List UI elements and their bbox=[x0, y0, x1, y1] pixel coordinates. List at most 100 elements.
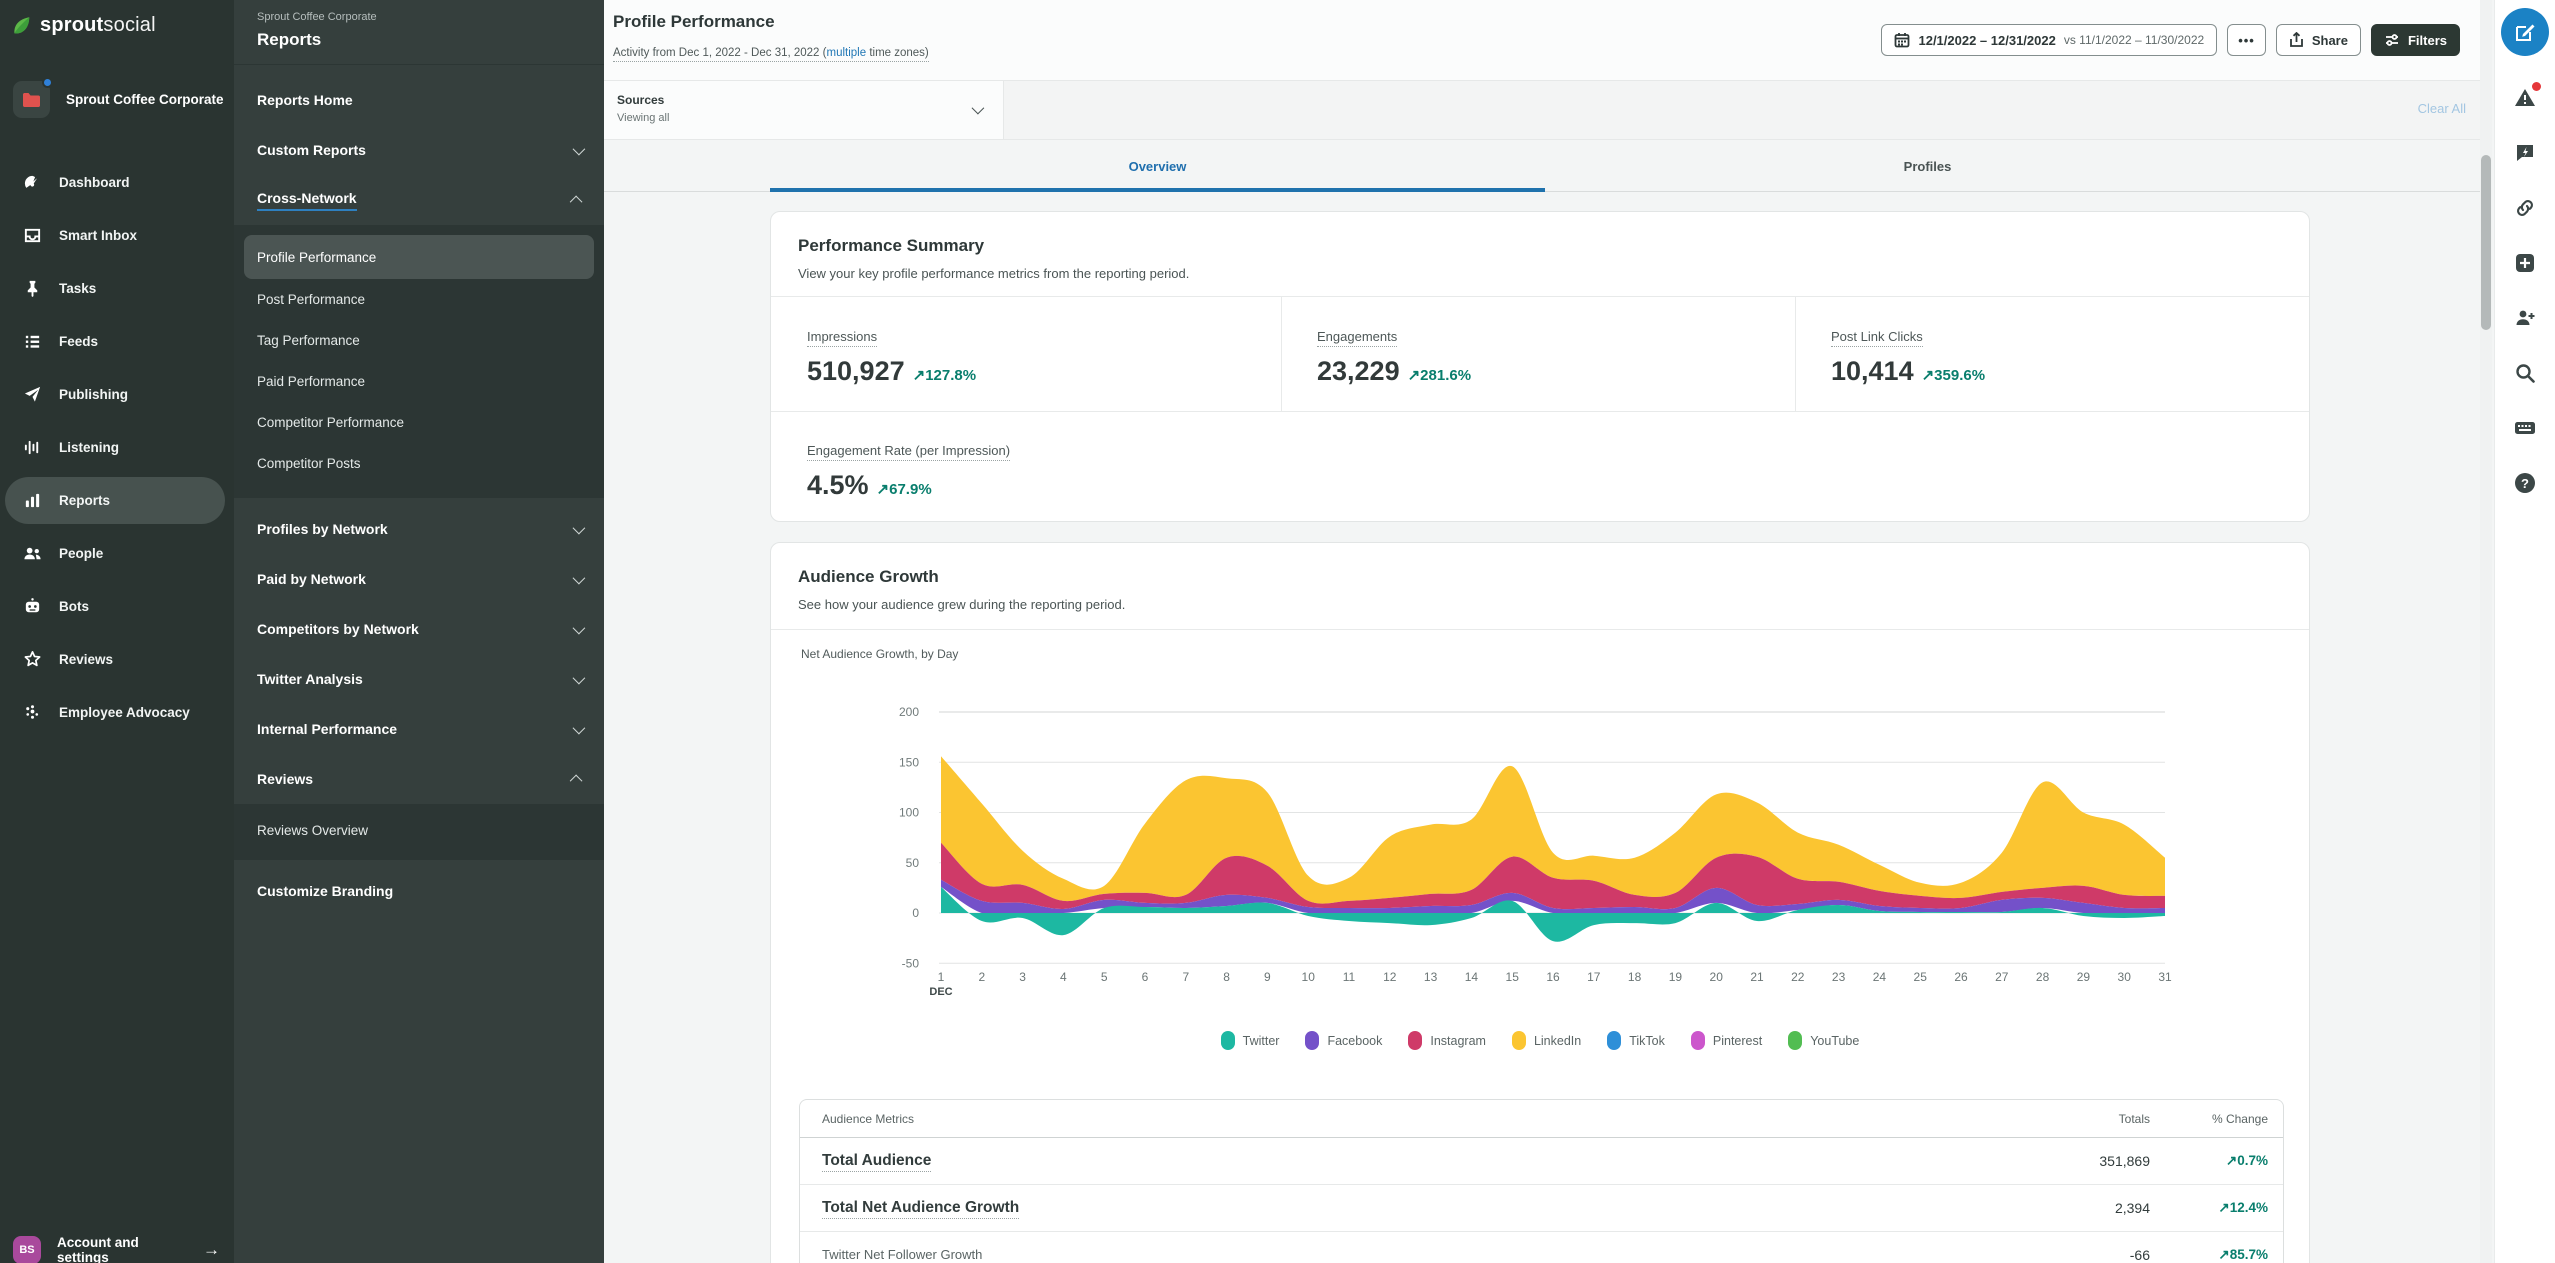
compose-button[interactable] bbox=[2501, 8, 2549, 56]
sidebar-item-competitor-performance[interactable]: Competitor Performance bbox=[234, 402, 604, 443]
more-options-button[interactable]: ••• bbox=[2227, 24, 2266, 56]
sidebar-item-people[interactable]: People bbox=[0, 527, 234, 580]
sidebar-item-reviews-overview[interactable]: Reviews Overview bbox=[234, 812, 604, 848]
sidebar-item-competitor-posts[interactable]: Competitor Posts bbox=[234, 443, 604, 484]
sprout-social-app: sproutsocial Sprout Coffee Corporate Das… bbox=[0, 0, 2555, 1263]
account-and-settings[interactable]: BS Account and settings → bbox=[0, 1223, 234, 1263]
sidebar-item-publishing[interactable]: Publishing bbox=[0, 368, 234, 421]
page-title: Reports bbox=[257, 30, 604, 50]
inbox-icon bbox=[23, 226, 42, 245]
sidebar-item-listening[interactable]: Listening bbox=[0, 421, 234, 474]
alerts-button[interactable] bbox=[2512, 85, 2538, 111]
scrollbar-thumb[interactable] bbox=[2481, 155, 2491, 330]
sidebar-item-dashboard[interactable]: Dashboard bbox=[0, 156, 234, 209]
link-button[interactable] bbox=[2512, 195, 2538, 221]
legend-item-youtube[interactable]: YouTube bbox=[1788, 1031, 1859, 1050]
chevron-up-icon bbox=[570, 774, 583, 787]
sidebar-item-tasks[interactable]: Tasks bbox=[0, 262, 234, 315]
sprout-logo[interactable]: sproutsocial bbox=[0, 0, 234, 37]
chart-title: Net Audience Growth, by Day bbox=[801, 647, 958, 661]
legend-item-twitter[interactable]: Twitter bbox=[1221, 1031, 1280, 1050]
search-button[interactable] bbox=[2512, 360, 2538, 386]
metric-label[interactable]: Impressions bbox=[807, 329, 877, 347]
sidebar-group-custom-reports[interactable]: Custom Reports bbox=[234, 125, 604, 175]
row-label[interactable]: Twitter Net Follower Growth bbox=[822, 1247, 982, 1263]
metric-label[interactable]: Engagement Rate (per Impression) bbox=[807, 443, 1010, 461]
metric-label[interactable]: Engagements bbox=[1317, 329, 1397, 347]
reports-sidebar: Sprout Coffee Corporate Reports Reports … bbox=[234, 0, 604, 1263]
twitter-swatch bbox=[1221, 1031, 1235, 1050]
metric-label[interactable]: Post Link Clicks bbox=[1831, 329, 1923, 347]
sidebar-item-bots[interactable]: Bots bbox=[0, 580, 234, 633]
svg-text:22: 22 bbox=[1791, 970, 1805, 984]
sidebar-group-reviews[interactable]: Reviews bbox=[234, 754, 604, 804]
svg-text:23: 23 bbox=[1832, 970, 1846, 984]
notification-dot bbox=[42, 77, 53, 88]
legend-item-tiktok[interactable]: TikTok bbox=[1607, 1031, 1665, 1050]
row-label[interactable]: Total Audience bbox=[822, 1152, 931, 1172]
share-icon bbox=[2289, 32, 2304, 48]
svg-text:50: 50 bbox=[906, 856, 920, 870]
sidebar-group-profiles-by-network[interactable]: Profiles by Network bbox=[234, 504, 604, 554]
sidebar-item-paid-performance[interactable]: Paid Performance bbox=[234, 361, 604, 402]
sidebar-item-customize-branding[interactable]: Customize Branding bbox=[234, 866, 604, 916]
legend-item-facebook[interactable]: Facebook bbox=[1305, 1031, 1382, 1050]
quick-message-button[interactable] bbox=[2512, 140, 2538, 166]
sidebar-item-tag-performance[interactable]: Tag Performance bbox=[234, 320, 604, 361]
account-switcher[interactable]: Sprout Coffee Corporate bbox=[0, 37, 234, 118]
sidebar-item-label: Bots bbox=[59, 599, 89, 614]
multiple-timezones-link[interactable]: multiple bbox=[826, 47, 866, 59]
right-icon-rail: ? bbox=[2494, 0, 2555, 1263]
svg-text:1: 1 bbox=[938, 970, 945, 984]
sidebar-item-label: Listening bbox=[59, 440, 119, 455]
sidebar-group-twitter-analysis[interactable]: Twitter Analysis bbox=[234, 654, 604, 704]
question-circle-icon: ? bbox=[2513, 471, 2537, 495]
svg-text:200: 200 bbox=[899, 705, 919, 719]
sidebar-item-label: People bbox=[59, 546, 103, 561]
chevron-down-icon bbox=[573, 571, 586, 584]
svg-text:11: 11 bbox=[1343, 970, 1356, 984]
activity-range[interactable]: Activity from Dec 1, 2022 - Dec 31, 2022… bbox=[613, 47, 929, 62]
chevron-down-icon bbox=[573, 142, 586, 155]
filters-button[interactable]: Filters bbox=[2371, 24, 2460, 56]
metric-value: 23,229 bbox=[1317, 356, 1400, 387]
sidebar-item-profile-performance[interactable]: Profile Performance bbox=[244, 235, 594, 279]
sidebar-group-internal-performance[interactable]: Internal Performance bbox=[234, 704, 604, 754]
sidebar-group-paid-by-network[interactable]: Paid by Network bbox=[234, 554, 604, 604]
shortcuts-button[interactable] bbox=[2512, 415, 2538, 441]
row-label[interactable]: Total Net Audience Growth bbox=[822, 1199, 1019, 1219]
invite-user-button[interactable] bbox=[2512, 305, 2538, 331]
sidebar-group-cross-network[interactable]: Cross-Network bbox=[234, 175, 604, 225]
svg-text:10: 10 bbox=[1302, 970, 1316, 984]
metric-value: 4.5% bbox=[807, 470, 869, 501]
help-button[interactable]: ? bbox=[2512, 470, 2538, 496]
row-total: -66 bbox=[1920, 1247, 2150, 1263]
tab-profiles[interactable]: Profiles bbox=[1545, 140, 2310, 192]
sidebar-item-reviews[interactable]: Reviews bbox=[0, 633, 234, 686]
sidebar-item-label: Smart Inbox bbox=[59, 228, 137, 243]
sidebar-item-employee-advocacy[interactable]: Employee Advocacy bbox=[0, 686, 234, 739]
sidebar-item-label: Reviews bbox=[59, 652, 113, 667]
sidebar-item-feeds[interactable]: Feeds bbox=[0, 315, 234, 368]
sources-dropdown[interactable]: Sources Viewing all bbox=[604, 81, 1004, 139]
legend-item-linkedin[interactable]: LinkedIn bbox=[1512, 1031, 1581, 1050]
share-button[interactable]: Share bbox=[2276, 24, 2361, 56]
tab-overview[interactable]: Overview bbox=[770, 140, 1545, 192]
logo-wordmark: sproutsocial bbox=[40, 14, 156, 37]
legend-item-pinterest[interactable]: Pinterest bbox=[1691, 1031, 1762, 1050]
audience-metrics-table: Audience Metrics Totals % Change Total A… bbox=[799, 1099, 2284, 1263]
svg-text:DEC: DEC bbox=[929, 986, 952, 998]
add-button[interactable] bbox=[2512, 250, 2538, 276]
sidebar-item-reports-home[interactable]: Reports Home bbox=[234, 75, 604, 125]
trend-up-icon: ↗ bbox=[913, 367, 926, 384]
sidebar-item-reports[interactable]: Reports bbox=[0, 474, 234, 527]
legend-item-instagram[interactable]: Instagram bbox=[1408, 1031, 1486, 1050]
date-range-button[interactable]: 12/1/2022 – 12/31/2022 vs 11/1/2022 – 11… bbox=[1881, 24, 2217, 56]
robot-icon bbox=[23, 597, 42, 616]
star-icon bbox=[23, 650, 42, 669]
sidebar-item-smart-inbox[interactable]: Smart Inbox bbox=[0, 209, 234, 262]
clear-all-button[interactable]: Clear All bbox=[2418, 101, 2466, 116]
sidebar-item-post-performance[interactable]: Post Performance bbox=[234, 279, 604, 320]
page-scrollbar bbox=[2480, 0, 2492, 1263]
sidebar-group-competitors-by-network[interactable]: Competitors by Network bbox=[234, 604, 604, 654]
